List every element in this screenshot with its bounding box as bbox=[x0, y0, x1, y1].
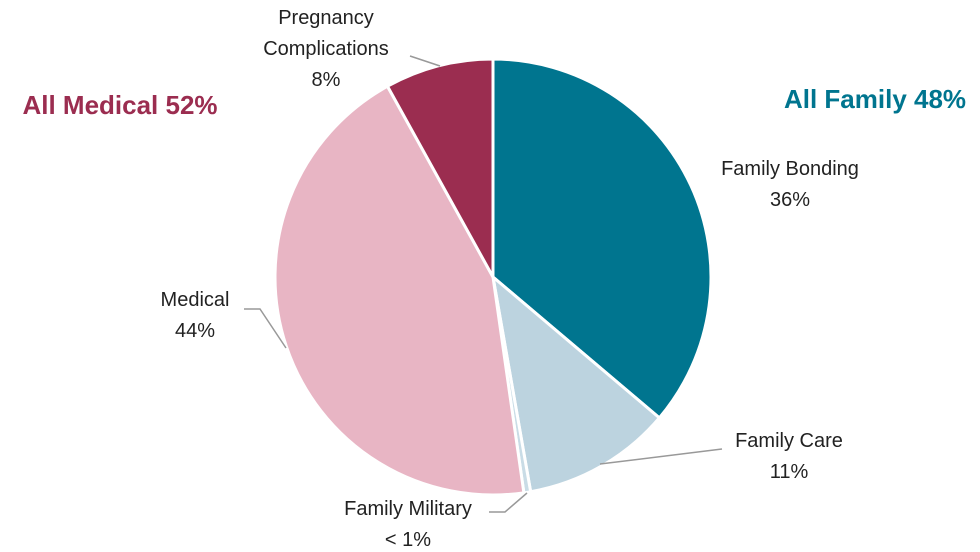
leader-line bbox=[599, 448, 723, 465]
slice-value: 36% bbox=[769, 189, 811, 211]
slice-name: Family Military bbox=[344, 498, 472, 520]
annotation-text: All Medical 52% bbox=[22, 90, 218, 120]
slice-name: Family Care bbox=[735, 430, 843, 452]
leader-line bbox=[409, 55, 441, 67]
slice-label: Family Military < 1% bbox=[308, 494, 508, 552]
leader-line bbox=[244, 308, 287, 349]
slice-value: 11% bbox=[769, 461, 809, 483]
leader-line bbox=[489, 492, 528, 513]
slice-value: 8% bbox=[311, 69, 341, 91]
slice-value: 44% bbox=[174, 320, 216, 342]
slice-label: Family Bonding 36% bbox=[690, 154, 890, 216]
slice-name: Medical bbox=[160, 289, 230, 311]
pie-slice bbox=[273, 84, 526, 497]
pie-slice bbox=[491, 57, 713, 420]
slice-label: Family Care 11% bbox=[689, 426, 889, 488]
group-annotation: All Medical 52% bbox=[22, 90, 217, 121]
slice-name: Family Bonding bbox=[721, 158, 859, 180]
slice-name: Pregnancy Complications bbox=[263, 7, 389, 60]
slice-label: Pregnancy Complications 8% bbox=[241, 3, 411, 96]
pie-slice bbox=[491, 275, 661, 494]
annotation-text: All Family 48% bbox=[783, 84, 967, 114]
slice-value: < 1% bbox=[384, 529, 432, 551]
group-annotation: All Family 48% bbox=[784, 84, 966, 115]
slice-label: Medical 44% bbox=[95, 285, 295, 347]
